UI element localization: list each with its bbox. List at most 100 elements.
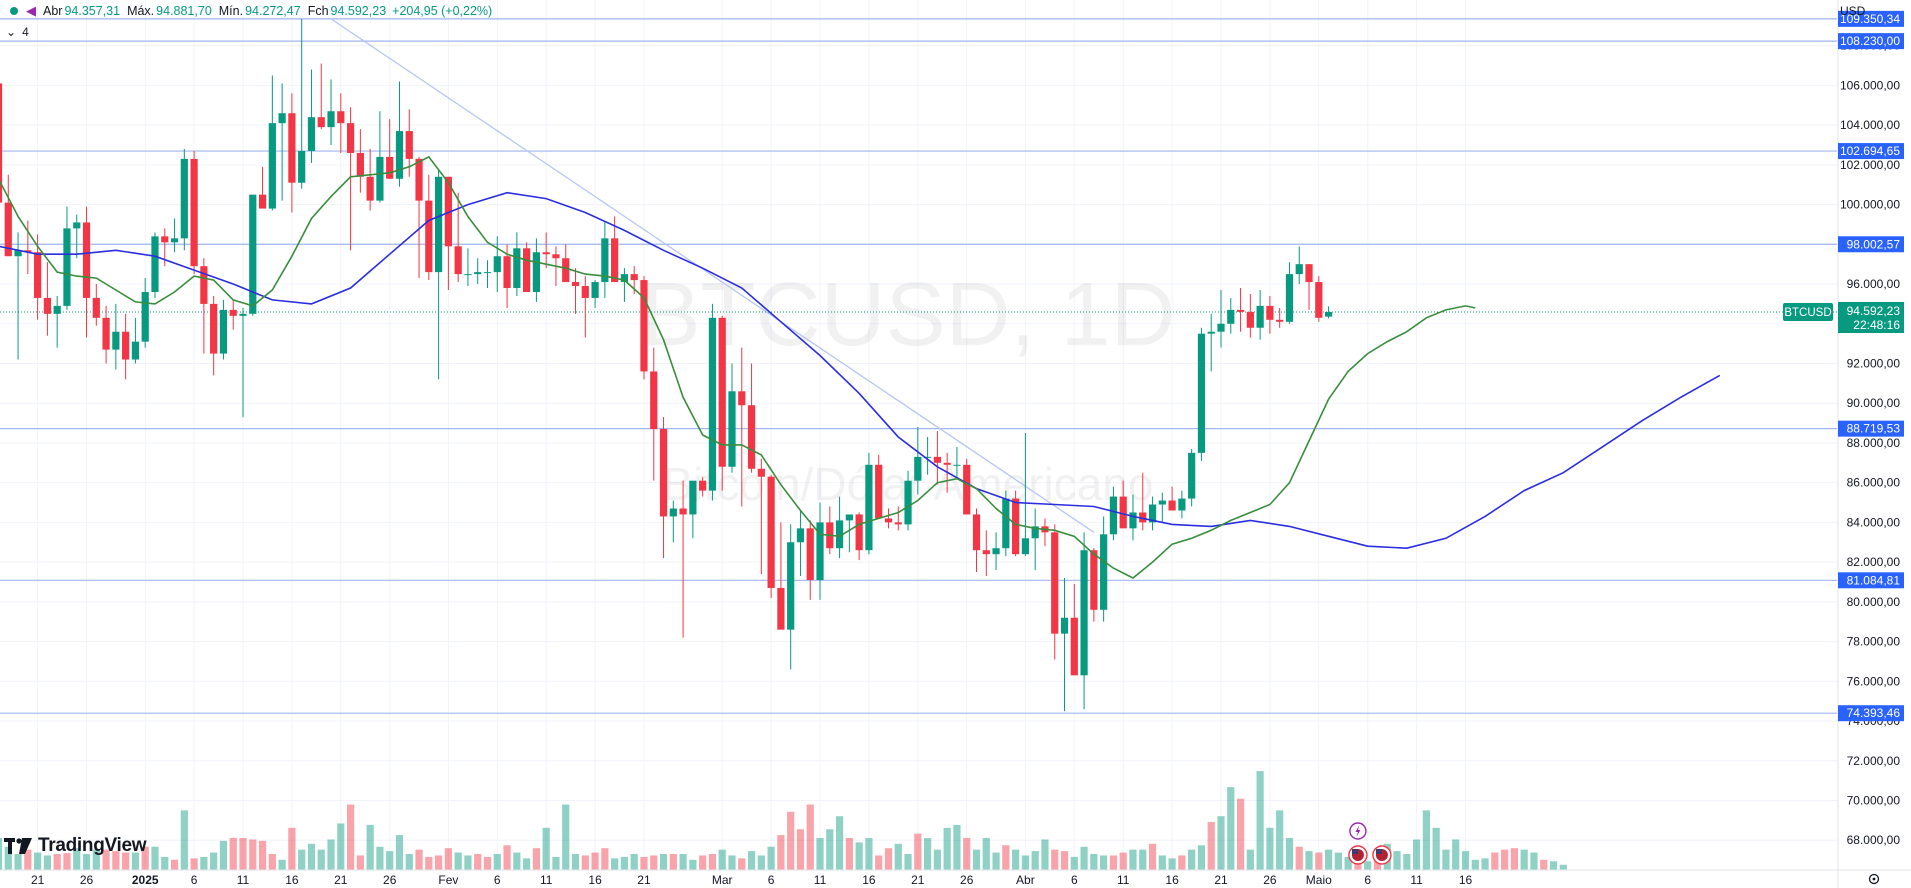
volume-bar	[738, 858, 746, 870]
volume-bar	[1227, 787, 1235, 870]
time-tick-label: 6	[1364, 873, 1371, 887]
low-label: Mín.	[218, 4, 244, 18]
volume-layer	[0, 771, 1567, 870]
volume-bar	[1295, 846, 1303, 870]
candle-layer	[0, 18, 1333, 712]
candle-body	[855, 514, 863, 551]
candle-body	[298, 150, 306, 183]
volume-bar	[249, 839, 257, 870]
volume-bar	[317, 849, 325, 870]
volume-bar	[337, 823, 345, 870]
volume-bar	[1051, 849, 1059, 870]
time-tick-label: 21	[334, 873, 348, 887]
volume-bar	[806, 804, 814, 870]
settings-gear-center	[1872, 877, 1876, 881]
price-tick-label: 80.000,00	[1847, 595, 1901, 609]
volume-bar	[855, 842, 863, 870]
volume-bar	[796, 829, 805, 870]
candle-body	[943, 462, 951, 465]
volume-bar	[532, 848, 540, 870]
candle-body	[268, 123, 276, 209]
candle-body	[1236, 309, 1245, 312]
candle-body	[747, 405, 756, 469]
level-price-label: 88.719,53	[1847, 422, 1901, 436]
candle-body	[1002, 498, 1010, 549]
candle-body	[1178, 498, 1186, 511]
volume-bar	[1471, 859, 1479, 870]
volume-bar	[405, 854, 413, 870]
volume-bar	[1530, 852, 1538, 870]
candle-body	[1295, 264, 1303, 275]
volume-bar	[1422, 810, 1430, 870]
chevron-down-icon[interactable]: ⌄	[6, 25, 17, 39]
candle-body	[24, 250, 32, 253]
market-status-icon[interactable]	[10, 7, 18, 15]
volume-bar	[1148, 843, 1157, 870]
level-price-tag	[1838, 10, 1904, 27]
volume-bar	[1432, 827, 1440, 870]
candle-body	[1129, 512, 1137, 529]
candle-body	[464, 274, 472, 276]
volume-bar	[122, 852, 130, 870]
candle-body	[933, 456, 941, 463]
currency-selector[interactable]: USD	[1840, 4, 1866, 18]
indicator-count: 4	[22, 25, 29, 39]
candle-body	[346, 123, 355, 153]
candle-body	[894, 522, 902, 525]
volume-bar	[1285, 838, 1294, 870]
price-tick-label: 88.000,00	[1847, 436, 1901, 450]
time-tick-label: 6	[494, 873, 501, 887]
volume-bar	[1520, 849, 1528, 870]
candle-body	[1168, 500, 1176, 511]
high-label: Máx.	[127, 4, 155, 18]
candle-body	[1188, 452, 1196, 499]
indicators-toggle[interactable]: ⌄ 4	[0, 25, 29, 39]
volume-bar	[239, 838, 247, 870]
volume-bar	[523, 858, 531, 870]
candle-body	[141, 291, 149, 342]
volume-bar	[464, 855, 472, 870]
time-tick-label: Abr	[1016, 873, 1035, 887]
candle-body	[415, 158, 423, 201]
volume-bar	[1139, 849, 1147, 870]
high-value: 94.881,70	[156, 4, 212, 18]
share-icon[interactable]: ◀	[26, 3, 36, 18]
time-tick-label: 16	[862, 873, 876, 887]
time-tick-label: 6	[191, 873, 198, 887]
volume-bar	[1403, 854, 1411, 870]
candle-body	[1090, 550, 1098, 610]
volume-bar	[4, 846, 12, 870]
volume-bar	[630, 854, 638, 870]
candle-body	[1266, 305, 1274, 320]
candle-body	[611, 238, 619, 283]
time-tick-label: 6	[768, 873, 775, 887]
candle-body	[806, 528, 814, 580]
price-tick-label: 76.000,00	[1847, 674, 1901, 688]
current-price-label: 94.592,23	[1847, 304, 1901, 318]
volume-bar	[689, 859, 697, 870]
candle-body	[581, 286, 589, 298]
candle-body	[992, 548, 1000, 555]
countdown-label: 22:48:16	[1853, 318, 1900, 332]
candle-body	[777, 587, 785, 630]
volume-bar	[1041, 839, 1049, 870]
candle-body	[562, 258, 570, 283]
time-tick-label: 26	[383, 873, 397, 887]
volume-bar	[1461, 851, 1470, 870]
volume-bar	[1344, 856, 1352, 870]
volume-bar	[92, 849, 100, 870]
tradingview-logo[interactable]: TradingView	[4, 835, 147, 857]
candle-body	[1197, 333, 1206, 453]
volume-bar	[1178, 855, 1186, 870]
volume-bar	[141, 846, 149, 870]
ma-layer	[0, 155, 1721, 579]
candle-body	[210, 303, 218, 354]
volume-bar	[131, 852, 140, 870]
volume-bar	[875, 855, 883, 870]
candle-body	[73, 222, 81, 229]
level-price-label: 81.084,81	[1847, 573, 1901, 587]
candle-body	[699, 480, 707, 491]
candle-body	[630, 274, 638, 281]
